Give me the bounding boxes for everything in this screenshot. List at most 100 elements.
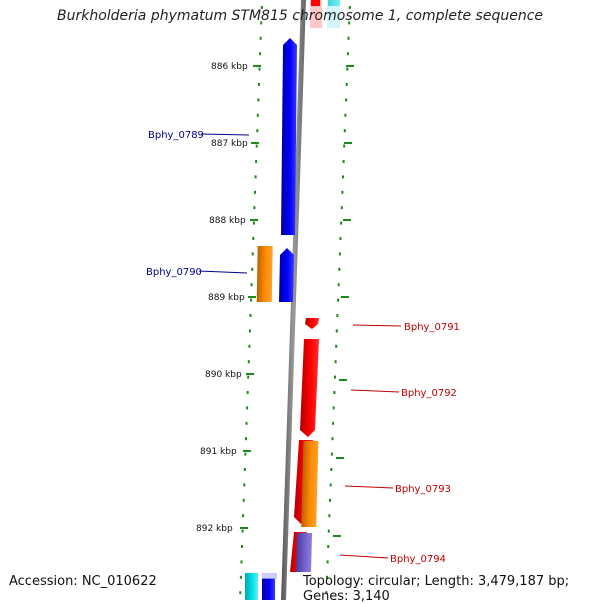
minor-tick-right <box>337 283 340 287</box>
minor-tick-right <box>334 375 336 379</box>
gene-label-bphy-0792[interactable]: Bphy_0792 <box>401 388 457 399</box>
minor-tick-right <box>346 52 349 56</box>
minor-tick-left <box>246 391 249 394</box>
minor-tick-right <box>326 575 328 579</box>
minor-tick-left <box>259 36 262 40</box>
gene-label-bphy-0793[interactable]: Bphy_0793 <box>395 484 451 495</box>
minor-tick-right <box>330 468 333 471</box>
minor-tick-left <box>256 129 259 133</box>
minor-tick-left <box>255 144 258 148</box>
genome-backbone <box>281 0 306 600</box>
minor-tick-left <box>252 237 255 240</box>
minor-tick-left <box>250 283 253 287</box>
minor-tick-right <box>327 545 330 548</box>
leader-line-bphy-0793 <box>344 485 394 489</box>
tick-label-888: 888 kbp <box>209 216 246 226</box>
minor-tick-left <box>239 591 242 595</box>
minor-tick-right <box>327 529 330 533</box>
minor-tick-right <box>345 83 348 86</box>
tick-label-892: 892 kbp <box>196 524 233 534</box>
minor-tick-right <box>338 252 341 256</box>
gene-label-bphy-0794[interactable]: Bphy_0794 <box>390 554 446 565</box>
minor-tick-left <box>244 452 247 456</box>
minor-tick-right <box>343 129 346 133</box>
minor-tick-left <box>251 252 254 256</box>
minor-tick-right <box>343 144 346 148</box>
minor-tick-right <box>325 591 328 595</box>
minor-tick-right <box>326 560 329 564</box>
minor-tick-left <box>260 6 263 9</box>
minor-tick-right <box>328 514 331 518</box>
minor-tick-left <box>251 267 254 271</box>
minor-tick-right <box>348 6 351 9</box>
minor-tick-right <box>342 160 345 163</box>
partial-feature-bottom-blue <box>262 578 275 600</box>
minor-tick-left <box>254 175 257 179</box>
minor-tick-left <box>247 375 250 379</box>
minor-tick-left <box>259 52 262 56</box>
gene-feature-bphy-0793[interactable] <box>301 441 319 527</box>
tick-label-889: 889 kbp <box>208 293 245 303</box>
gene-label-bphy-0790[interactable]: Bphy_0790 <box>146 267 202 278</box>
minor-tick-left <box>256 113 259 117</box>
minor-tick-right <box>342 175 344 179</box>
tick-dots <box>239 6 351 595</box>
minor-tick-left <box>255 160 258 163</box>
accession-text: Accession: NC_010622 <box>9 574 157 589</box>
tick-label-891: 891 kbp <box>200 447 237 457</box>
minor-tick-left <box>241 545 243 548</box>
partial-feature-bottom-cyan <box>245 573 258 600</box>
minor-tick-left <box>241 529 244 533</box>
gene-feature-bphy-0790[interactable] <box>256 246 273 302</box>
tick-label-890: 890 kbp <box>205 370 242 380</box>
minor-tick-right <box>340 206 343 210</box>
minor-tick-right <box>344 113 347 117</box>
minor-tick-left <box>248 329 251 333</box>
gene-feature-bphy-0794[interactable] <box>296 533 313 572</box>
minor-tick-right <box>337 298 340 302</box>
minor-tick-right <box>348 21 351 25</box>
minor-tick-left <box>242 498 245 502</box>
leader-line-bphy-0789 <box>200 133 250 136</box>
partial-feature-top-cyan-fade <box>327 0 340 28</box>
minor-tick-left <box>260 21 263 25</box>
minor-tick-left <box>239 575 242 579</box>
minor-tick-right <box>334 360 337 364</box>
minor-tick-left <box>245 437 247 441</box>
gene-label-bphy-0789[interactable]: Bphy_0789 <box>148 130 204 141</box>
minor-tick-left <box>246 406 249 410</box>
minor-tick-right <box>331 437 334 441</box>
minor-tick-right <box>335 344 338 348</box>
tick-label-886: 886 kbp <box>211 62 248 72</box>
gene-arrow-bphy-0791[interactable] <box>305 318 319 329</box>
minor-tick-left <box>247 360 250 364</box>
minor-tick-right <box>332 406 335 410</box>
minor-tick-right <box>329 483 332 487</box>
minor-tick-right <box>330 452 333 456</box>
minor-tick-left <box>258 67 261 71</box>
minor-tick-left <box>257 98 260 102</box>
minor-tick-left <box>254 190 256 194</box>
minor-tick-left <box>243 468 246 471</box>
minor-tick-right <box>345 98 348 102</box>
tick-label-887: 887 kbp <box>211 139 248 149</box>
axis-ticks-right <box>333 65 354 537</box>
minor-tick-right <box>333 391 336 394</box>
gene-label-bphy-0791[interactable]: Bphy_0791 <box>404 322 460 333</box>
leader-line-bphy-0794 <box>339 554 389 559</box>
axis-ticks: 886 kbp 887 kbp 888 kbp 889 kbp 890 kbp … <box>196 62 261 534</box>
gene-arrow-bphy-0789[interactable] <box>281 38 297 235</box>
gene-arrow-bphy-0790-cds[interactable] <box>279 248 294 302</box>
minor-tick-left <box>253 206 256 210</box>
leader-line-bphy-0790 <box>198 270 248 274</box>
leader-line-bphy-0791 <box>352 324 402 327</box>
minor-tick-right <box>332 421 335 425</box>
minor-tick-right <box>346 67 349 71</box>
minor-tick-right <box>339 237 342 240</box>
minor-tick-right <box>338 267 341 271</box>
minor-tick-left <box>245 421 248 425</box>
gene-arrow-bphy-0792[interactable] <box>300 339 319 437</box>
minor-tick-right <box>336 314 339 317</box>
